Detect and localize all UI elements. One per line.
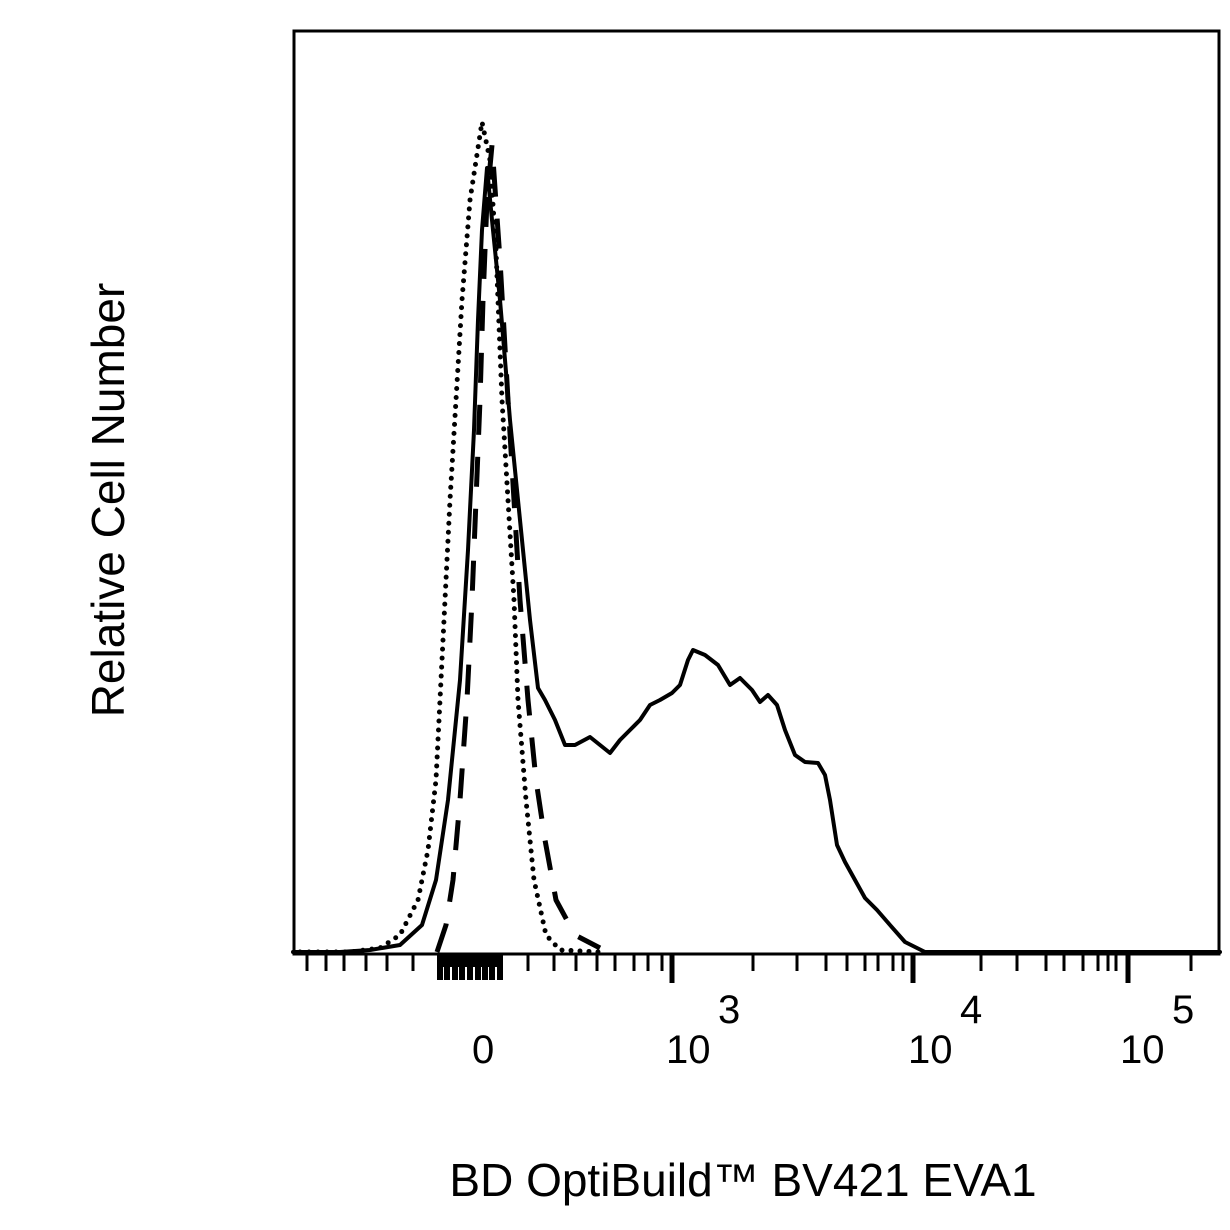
y-axis-label: Relative Cell Number xyxy=(82,282,134,718)
dotted-histogram-curve xyxy=(297,119,603,955)
histogram-curves xyxy=(291,119,1222,955)
x-axis-label: BD OptiBuild™ BV421 EVA1 xyxy=(449,1154,1037,1206)
plot-frame xyxy=(292,29,1221,956)
zero-tick-cluster xyxy=(437,955,502,967)
solid-histogram-curve xyxy=(291,166,1222,954)
x-axis-ticks xyxy=(305,955,1193,983)
x-tick-label-10e4: 10 4 xyxy=(908,988,983,1072)
x-tick-label-10e5: 10 5 xyxy=(1120,988,1195,1072)
x-tick-label-10e3: 10 3 xyxy=(666,988,741,1072)
dashed-histogram-curve xyxy=(434,142,602,953)
x-tick-label-0: 0 xyxy=(472,1028,495,1072)
